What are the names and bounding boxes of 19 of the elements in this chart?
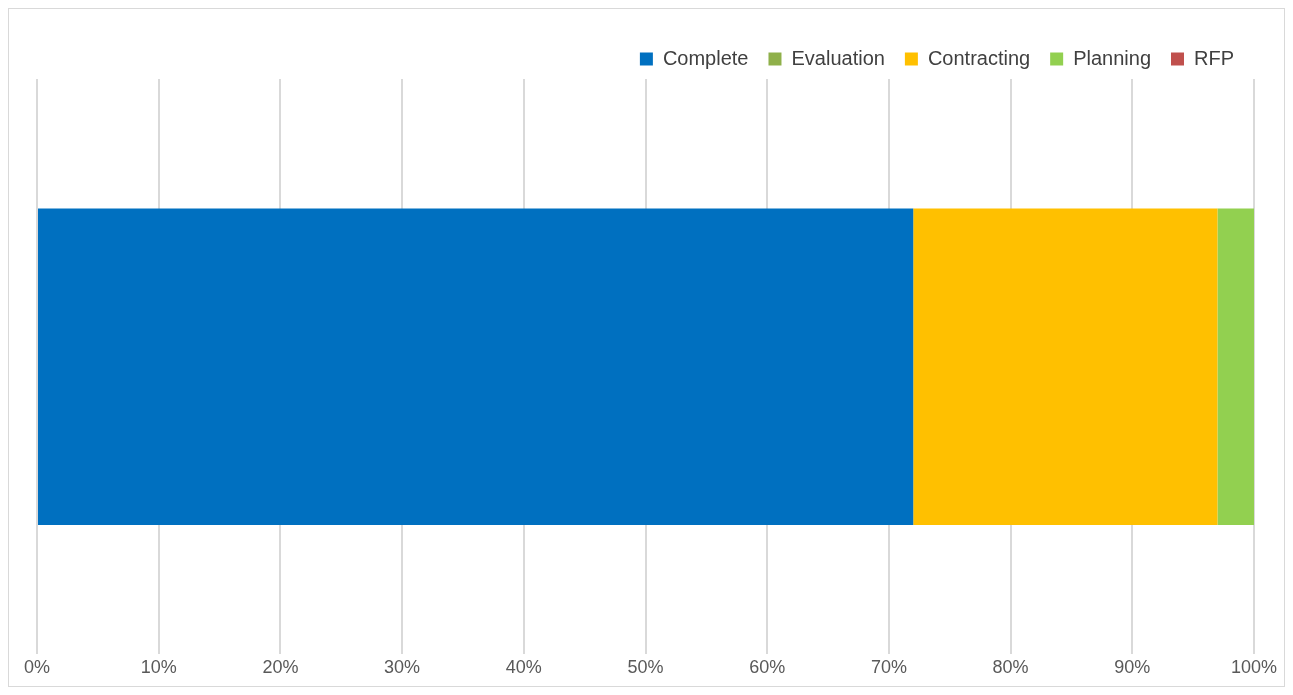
x-tick-label: 70%	[870, 657, 907, 678]
x-tick-label: 60%	[749, 657, 786, 678]
legend-label: Evaluation	[791, 46, 885, 69]
legend-label: RFP	[1194, 46, 1234, 69]
x-tick-label: 100%	[1230, 657, 1278, 678]
x-tick-label: 0%	[23, 657, 51, 678]
legend-label: Planning	[1073, 46, 1151, 69]
x-tick-label: 90%	[1114, 657, 1151, 678]
bar	[1217, 208, 1254, 525]
x-tick-label: 80%	[992, 657, 1029, 678]
x-tick-label: 30%	[384, 657, 421, 678]
bar	[913, 208, 1218, 525]
legend-label: Complete	[662, 46, 749, 69]
x-tick-label: 50%	[627, 657, 664, 678]
x-tick-label: 40%	[505, 657, 542, 678]
x-tick-label: 10%	[140, 657, 177, 678]
legend-label: Contracting	[927, 46, 1031, 69]
bar	[38, 208, 914, 525]
x-tick-label: 20%	[262, 657, 299, 678]
